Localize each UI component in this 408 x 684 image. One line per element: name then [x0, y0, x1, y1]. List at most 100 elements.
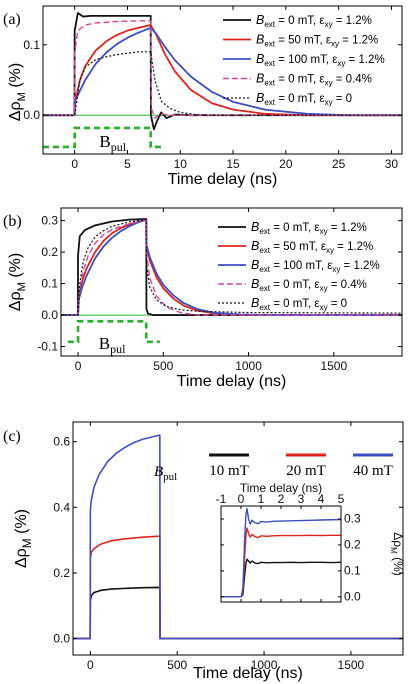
legend-b-sub: ext	[259, 284, 270, 293]
legend-value: = 0	[333, 93, 353, 105]
legend-entry: Bext = 50 mT, εxy = 1.2%	[251, 239, 373, 255]
legend-title-sub: pul	[163, 471, 177, 483]
y-tick-label: 0.1	[41, 277, 58, 291]
series-line-3	[73, 434, 403, 640]
legend-value: = 0.4%	[333, 74, 372, 86]
series-line-4	[43, 20, 402, 119]
legend-value: = 1.2%	[340, 260, 379, 272]
legend-mid: = 0 mT, ε	[275, 74, 325, 86]
y-tick-label: 0.4	[53, 500, 70, 514]
plot-frame	[72, 421, 404, 656]
legend-entry: Bext = 0 mT, εxy = 0	[251, 296, 347, 312]
legend-mid: = 0 mT, ε	[270, 298, 320, 310]
plot-frame	[60, 207, 403, 357]
legend-value: = 1.2%	[333, 15, 372, 27]
legend-b-sub: ext	[259, 265, 270, 274]
panel-b: Bpul 0 500 1000 1500 -0.1 0.0 0.1 0.2 0.3 Bext = 0…	[3, 207, 403, 390]
y-label-unit: (%)	[13, 509, 30, 538]
legend-entry: 20 mT	[286, 463, 326, 479]
y-label-main: Δρ	[7, 291, 24, 311]
legend-entry: Bext = 0 mT, εxy = 1.2%	[251, 220, 367, 236]
legend-b-sub: ext	[264, 79, 275, 88]
x-tick-label: 0	[75, 359, 82, 373]
series-line-4	[61, 219, 402, 316]
legend-mid: = 50 mT, ε	[270, 241, 326, 253]
x-axis-label: Time delay (ns)	[177, 373, 287, 390]
legend-mid: = 0 mT, ε	[275, 15, 325, 27]
legend-entry: 40 mT	[353, 463, 393, 479]
y-tick-label: 0.0	[53, 632, 70, 646]
legend-b-sub: ext	[259, 227, 270, 236]
y-label-unit: (%)	[7, 63, 24, 92]
legend-eps-sub: xy	[320, 303, 328, 312]
panel-label: (a)	[3, 11, 21, 28]
pulse-trace	[67, 320, 160, 344]
inset-y-label-main: Δρ	[391, 532, 405, 547]
legend-b: B	[256, 91, 264, 105]
x-tick-label: 500	[167, 658, 187, 672]
legend-b-sub: ext	[259, 246, 270, 255]
inset-x-tick-label: 2	[278, 492, 285, 506]
legend-entry: Bext = 0 mT, εxy = 0.4%	[251, 277, 367, 293]
x-tick-label: 5	[124, 157, 131, 171]
legend-mid: = 0 mT, ε	[270, 222, 320, 234]
inset-series-line-1	[221, 558, 342, 598]
legend-eps-sub: xy	[320, 227, 328, 236]
inset-y-tick-label: 0.2	[344, 537, 361, 551]
x-tick-label: 30	[385, 157, 399, 171]
legend-entry: Bext = 100 mT, εxy = 1.2%	[256, 52, 385, 68]
legend: Bext = 0 mT, εxy = 1.2%Bext = 50 mT, εxy…	[218, 220, 380, 312]
inset-y-label-sub: M	[389, 547, 398, 554]
legend-eps-sub: xy	[332, 265, 340, 274]
legend-b: B	[251, 258, 259, 272]
legend-b: B	[256, 33, 264, 47]
x-tick-label: 15	[226, 157, 240, 171]
y-label-main: Δρ	[7, 101, 24, 121]
panel-label: (c)	[3, 428, 21, 445]
pulse-label: Bpul	[99, 132, 126, 154]
legend-b: B	[256, 52, 264, 66]
inset-x-tick-label: 1	[258, 492, 265, 506]
legend-eps-sub: xy	[337, 59, 345, 68]
y-tick-label: 0.1	[23, 38, 40, 52]
legend-value: = 1.2%	[328, 222, 367, 234]
inset-series-line-2	[221, 527, 341, 598]
pulse-label-main: B	[99, 334, 110, 353]
inset-background	[220, 506, 342, 602]
x-tick-label: 20	[279, 157, 293, 171]
legend-eps-sub: xy	[325, 98, 333, 107]
y-tick-label: 0.3	[41, 214, 58, 228]
x-tick-label: 1500	[338, 658, 365, 672]
y-label-sub: M	[16, 282, 28, 291]
legend-title-main: B	[154, 464, 163, 480]
legend-value: = 1.2%	[334, 241, 373, 253]
legend: Bpul 10 mT 20 mT 40 mT	[154, 453, 393, 483]
x-tick-label: 0	[87, 658, 94, 672]
legend-b: B	[251, 277, 259, 291]
legend-eps-sub: xy	[326, 246, 334, 255]
legend-b-sub: ext	[264, 20, 275, 29]
y-axis-label: ΔρM (%)	[7, 63, 28, 121]
inset-series-line-3	[221, 507, 342, 598]
x-axis-label: Time delay (ns)	[168, 171, 278, 188]
x-tick-label: 500	[153, 359, 173, 373]
inset-y-tick-label: 0.3	[344, 511, 361, 525]
inset-y-axis-label: ΔρM (%)	[389, 532, 405, 576]
legend-entry: Bext = 0 mT, εxy = 1.2%	[256, 13, 372, 29]
legend-value: = 1.2%	[339, 35, 378, 47]
legend-title: Bpul	[154, 464, 177, 483]
inset-y-tick-label: 0.1	[344, 563, 361, 577]
x-axis-label: Time delay (ns)	[193, 665, 303, 682]
legend-value: = 0	[328, 298, 348, 310]
legend-mid: = 100 mT, ε	[275, 54, 337, 66]
y-label-sub: M	[16, 92, 28, 101]
legend-eps-sub: xy	[325, 20, 333, 29]
legend-b: B	[256, 13, 264, 27]
y-axis-label: ΔρM (%)	[7, 253, 28, 311]
x-tick-label: 10	[174, 157, 188, 171]
x-tick-label: 1000	[251, 658, 278, 672]
inset-y-tick-label: 0.0	[344, 589, 361, 603]
inset-x-tick-label: -1	[216, 492, 227, 506]
legend-entry: 10 mT	[209, 463, 249, 479]
legend-entry: Bext = 0 mT, εxy = 0	[256, 91, 352, 107]
